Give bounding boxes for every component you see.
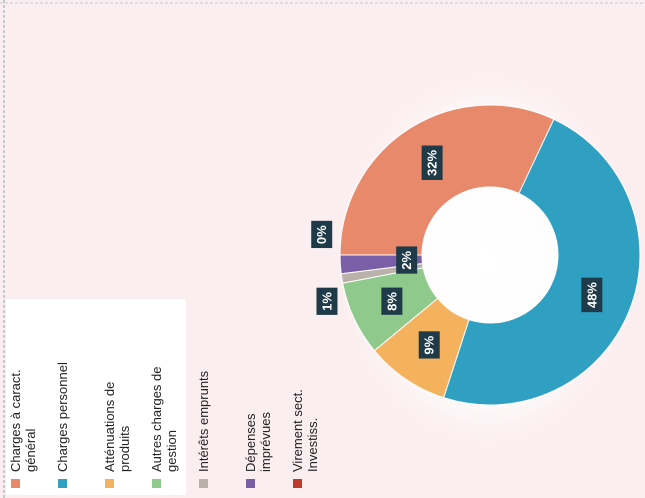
data-label-box bbox=[418, 331, 440, 359]
legend-label: Virement sect.Investiss. bbox=[290, 389, 320, 472]
data-label: 32% bbox=[425, 150, 440, 176]
legend-label: Dépensesimprévues bbox=[243, 412, 273, 472]
data-label-box bbox=[581, 277, 603, 313]
legend-label: Atténuations deproduits bbox=[102, 382, 132, 472]
data-label: 1% bbox=[319, 292, 334, 311]
legend-label: Charges personnel bbox=[55, 362, 70, 472]
legend-swatch bbox=[11, 479, 20, 488]
legend-swatch bbox=[246, 479, 255, 488]
data-label-box bbox=[311, 220, 333, 249]
legend-box bbox=[6, 299, 186, 495]
rotated-chart: 32% 48% 9% 8% 1% 2% 0% Charges à caract.général… bbox=[6, 104, 641, 495]
data-label: 0% bbox=[314, 225, 329, 244]
legend-label: Intérêts emprunts bbox=[196, 370, 211, 472]
donut-slice bbox=[339, 104, 555, 256]
donut-slice bbox=[443, 118, 641, 406]
data-label: 2% bbox=[399, 250, 414, 269]
data-label-box bbox=[316, 287, 338, 315]
legend-swatch bbox=[152, 479, 161, 488]
legend-swatch bbox=[105, 479, 114, 488]
legend-swatch bbox=[293, 479, 302, 488]
data-label-box bbox=[381, 287, 403, 315]
data-label-box bbox=[421, 145, 443, 180]
data-label-box bbox=[396, 246, 418, 274]
data-label: 8% bbox=[384, 292, 399, 311]
data-label: 48% bbox=[584, 282, 599, 308]
legend-swatch bbox=[199, 479, 208, 488]
legend-label: Charges à caract.général bbox=[8, 369, 38, 472]
legend-swatch bbox=[58, 479, 67, 488]
legend-label: Autres charges degestion bbox=[149, 366, 179, 472]
data-label: 9% bbox=[422, 335, 437, 354]
